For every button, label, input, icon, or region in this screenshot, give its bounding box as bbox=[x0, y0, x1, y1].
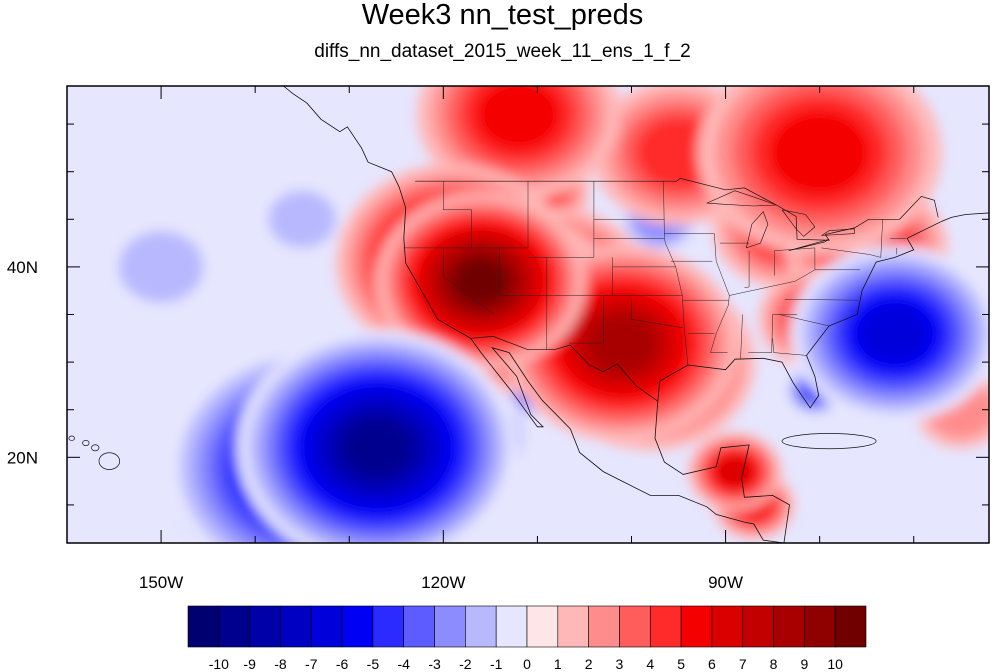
state-border bbox=[744, 250, 750, 289]
field-contour bbox=[476, 86, 561, 151]
field-contour bbox=[343, 419, 412, 477]
colorbar-label: 2 bbox=[585, 656, 593, 672]
state-border bbox=[729, 269, 816, 296]
colorbar-swatch bbox=[619, 605, 651, 648]
state-border bbox=[740, 314, 743, 359]
x-tick-label: 150W bbox=[139, 573, 183, 592]
colorbar-label: 8 bbox=[770, 656, 778, 672]
colorbar-swatch bbox=[218, 605, 250, 648]
colorbar-swatch bbox=[834, 605, 867, 648]
state-border bbox=[663, 181, 689, 366]
state-border bbox=[880, 219, 883, 258]
colorbar-label: 0 bbox=[523, 656, 531, 672]
colorbar-swatch bbox=[341, 605, 374, 648]
coastline bbox=[283, 86, 400, 188]
state-border bbox=[546, 257, 613, 296]
colorbar-label: -5 bbox=[367, 656, 380, 672]
colorbar-swatch bbox=[465, 605, 497, 648]
colorbar-label: 9 bbox=[800, 656, 808, 672]
colorbar-label: 5 bbox=[677, 656, 685, 672]
colorbar-label: -8 bbox=[274, 656, 287, 672]
state-border bbox=[779, 314, 830, 327]
colorbar-label: 1 bbox=[554, 656, 562, 672]
y-tick-label: 40N bbox=[7, 258, 38, 277]
colorbar-label: 3 bbox=[616, 656, 624, 672]
x-tick-label: 120W bbox=[421, 573, 465, 592]
plot-subtitle: diffs_nn_dataset_2015_week_11_ens_1_f_2 bbox=[314, 41, 691, 62]
state-border bbox=[774, 247, 815, 276]
colorbar-swatch bbox=[680, 605, 713, 648]
anomaly-field bbox=[103, 86, 989, 543]
state-border bbox=[528, 181, 595, 258]
colorbar-swatch bbox=[711, 605, 744, 648]
colorbar-swatch bbox=[773, 605, 805, 648]
state-border bbox=[569, 295, 604, 344]
colorbar-swatch bbox=[526, 605, 559, 648]
colorbar-label: -3 bbox=[428, 656, 441, 672]
colorbar-swatch bbox=[495, 605, 528, 648]
colorbar-swatch bbox=[249, 605, 281, 648]
colorbar-label: 10 bbox=[827, 656, 843, 672]
plot-title: Week3 nn_test_preds bbox=[361, 0, 644, 31]
island-outline bbox=[98, 452, 121, 470]
lake-outline bbox=[788, 239, 830, 251]
lake-outline bbox=[821, 228, 855, 236]
field-contour bbox=[455, 259, 507, 303]
island-outline bbox=[781, 433, 877, 450]
state-border bbox=[403, 181, 529, 249]
island-outline bbox=[82, 440, 90, 447]
coastlines-borders bbox=[68, 86, 989, 543]
colorbar-label: -9 bbox=[243, 656, 256, 672]
colorbar-swatch bbox=[434, 605, 466, 648]
colorbar: -10 -9 -8 -7 -6 -5 -4 -3 -2 -1 0 1 2 3 4 5 6 7 8 9 10 bbox=[187, 605, 867, 672]
state-border bbox=[499, 247, 548, 350]
colorbar-label: -6 bbox=[336, 656, 349, 672]
state-border bbox=[631, 300, 684, 329]
state-border bbox=[710, 233, 730, 353]
lake-outline bbox=[781, 209, 816, 237]
colorbar-label: -7 bbox=[305, 656, 318, 672]
colorbar-label: -4 bbox=[398, 656, 411, 672]
state-border bbox=[748, 314, 773, 353]
colorbar-swatch bbox=[804, 605, 836, 648]
colorbar-label: 7 bbox=[739, 656, 747, 672]
colorbar-swatch bbox=[588, 605, 620, 648]
field-contour bbox=[588, 314, 656, 372]
country-border bbox=[470, 336, 659, 402]
country-border bbox=[415, 178, 939, 241]
colorbar-swatch bbox=[557, 605, 589, 648]
colorbar-swatch bbox=[310, 605, 343, 648]
colorbar-label: -2 bbox=[459, 656, 472, 672]
field-contour bbox=[118, 231, 204, 303]
colorbar-swatch bbox=[742, 605, 774, 648]
state-border bbox=[443, 181, 472, 248]
colorbar-swatch bbox=[649, 605, 682, 648]
colorbar-swatch bbox=[187, 605, 220, 648]
field-contour bbox=[718, 457, 752, 486]
coastline bbox=[398, 186, 989, 543]
colorbar-label: -10 bbox=[209, 656, 229, 672]
field-contour bbox=[768, 109, 871, 196]
lake-outline bbox=[746, 211, 769, 249]
state-border bbox=[772, 338, 807, 356]
island-outline bbox=[68, 435, 75, 441]
colorbar-label: -1 bbox=[490, 656, 503, 672]
state-border bbox=[784, 299, 859, 301]
state-border bbox=[821, 247, 881, 258]
island-outline bbox=[91, 444, 100, 452]
field-contour bbox=[268, 190, 337, 248]
field-contour bbox=[861, 304, 929, 363]
colorbar-swatch bbox=[403, 605, 435, 648]
lake-outline bbox=[706, 190, 777, 207]
colorbar-label: 4 bbox=[646, 656, 654, 672]
colorbar-swatch bbox=[372, 605, 405, 648]
colorbar-label: 6 bbox=[708, 656, 716, 672]
state-border bbox=[443, 247, 495, 315]
axis-ticks: 150W 120W 90W 20N 40N bbox=[7, 86, 989, 592]
colorbar-swatch bbox=[280, 605, 312, 648]
y-tick-label: 20N bbox=[7, 448, 38, 467]
x-tick-label: 90W bbox=[708, 573, 743, 592]
